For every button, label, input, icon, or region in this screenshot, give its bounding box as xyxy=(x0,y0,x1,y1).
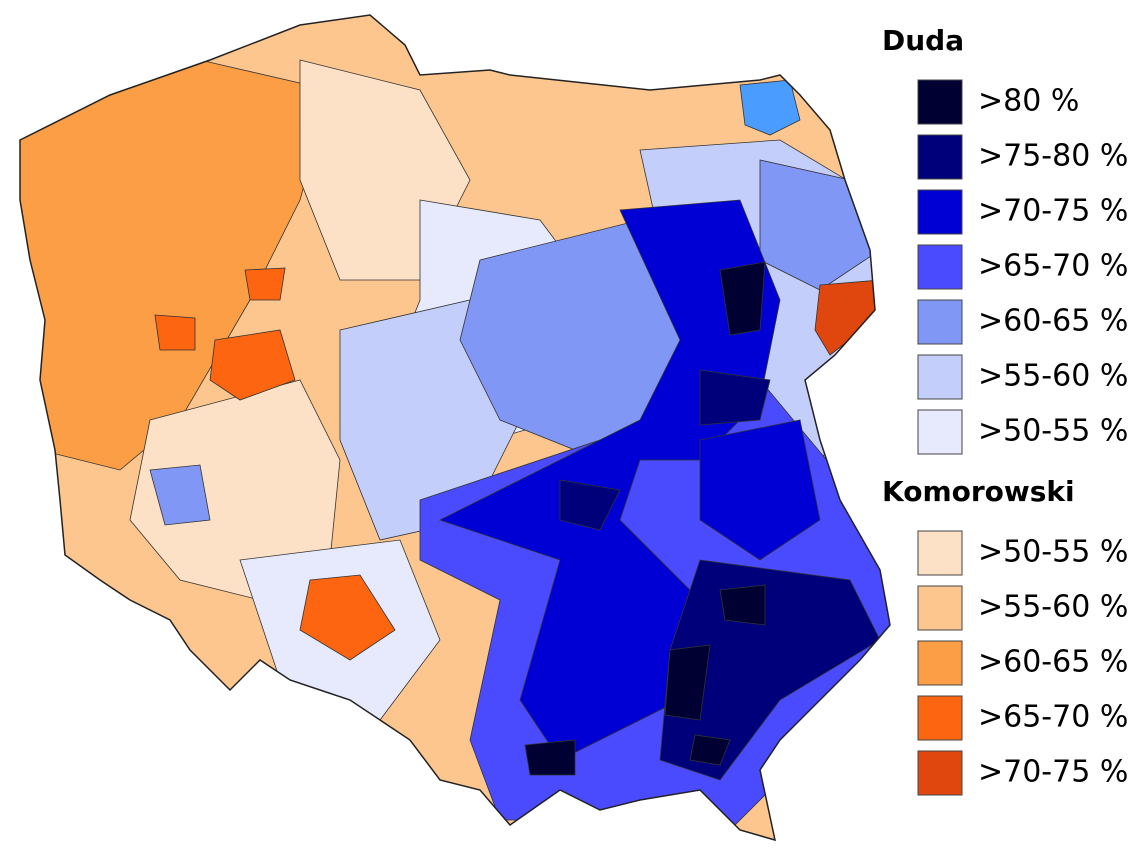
region-fill xyxy=(664,644,711,721)
region-fill xyxy=(699,369,771,426)
legend-label: >50-55 % xyxy=(978,535,1128,570)
region-fill xyxy=(699,419,821,561)
legend-swatch xyxy=(917,409,963,455)
region-fill xyxy=(719,584,766,626)
region-fill xyxy=(739,79,801,136)
region-fill xyxy=(244,267,286,301)
legend-label: >80 % xyxy=(978,84,1079,119)
legend-swatch xyxy=(917,354,963,400)
legend-label: >70-75 % xyxy=(978,194,1128,229)
legend-title: Komorowski xyxy=(882,475,1075,508)
legend-label: >75-80 % xyxy=(978,139,1128,174)
legend-swatch xyxy=(917,695,963,741)
legend-title: Duda xyxy=(882,24,964,57)
legend-label: >65-70 % xyxy=(978,249,1128,284)
legend-swatch xyxy=(917,530,963,576)
region-fill xyxy=(814,279,881,356)
legend-swatch xyxy=(917,79,963,125)
legend: Duda >80 % >75-80 % >70-75 % >65-70 % >60-65 … xyxy=(882,24,1128,796)
legend-swatch xyxy=(917,299,963,345)
legend-swatch xyxy=(917,134,963,180)
region-fill xyxy=(524,739,576,776)
region-fill xyxy=(719,261,766,336)
legend-label: >55-60 % xyxy=(978,359,1128,394)
legend-swatch xyxy=(917,585,963,631)
region-fill xyxy=(154,314,196,351)
legend-label: >60-65 % xyxy=(978,304,1128,339)
legend-label: >65-70 % xyxy=(978,700,1128,735)
legend-swatch xyxy=(917,640,963,686)
region-fill xyxy=(689,734,731,766)
map xyxy=(20,15,890,840)
region-fill xyxy=(299,574,396,661)
region-fill xyxy=(559,479,621,531)
legend-label: >70-75 % xyxy=(978,755,1128,790)
legend-swatch xyxy=(917,189,963,235)
country-outline xyxy=(19,14,891,842)
region-fill xyxy=(149,464,211,526)
legend-label: >55-60 % xyxy=(978,590,1128,625)
legend-label: >50-55 % xyxy=(978,414,1128,449)
legend-swatch xyxy=(917,750,963,796)
legend-label: >60-65 % xyxy=(978,645,1128,680)
region-fill xyxy=(209,329,296,401)
legend-swatch xyxy=(917,244,963,290)
